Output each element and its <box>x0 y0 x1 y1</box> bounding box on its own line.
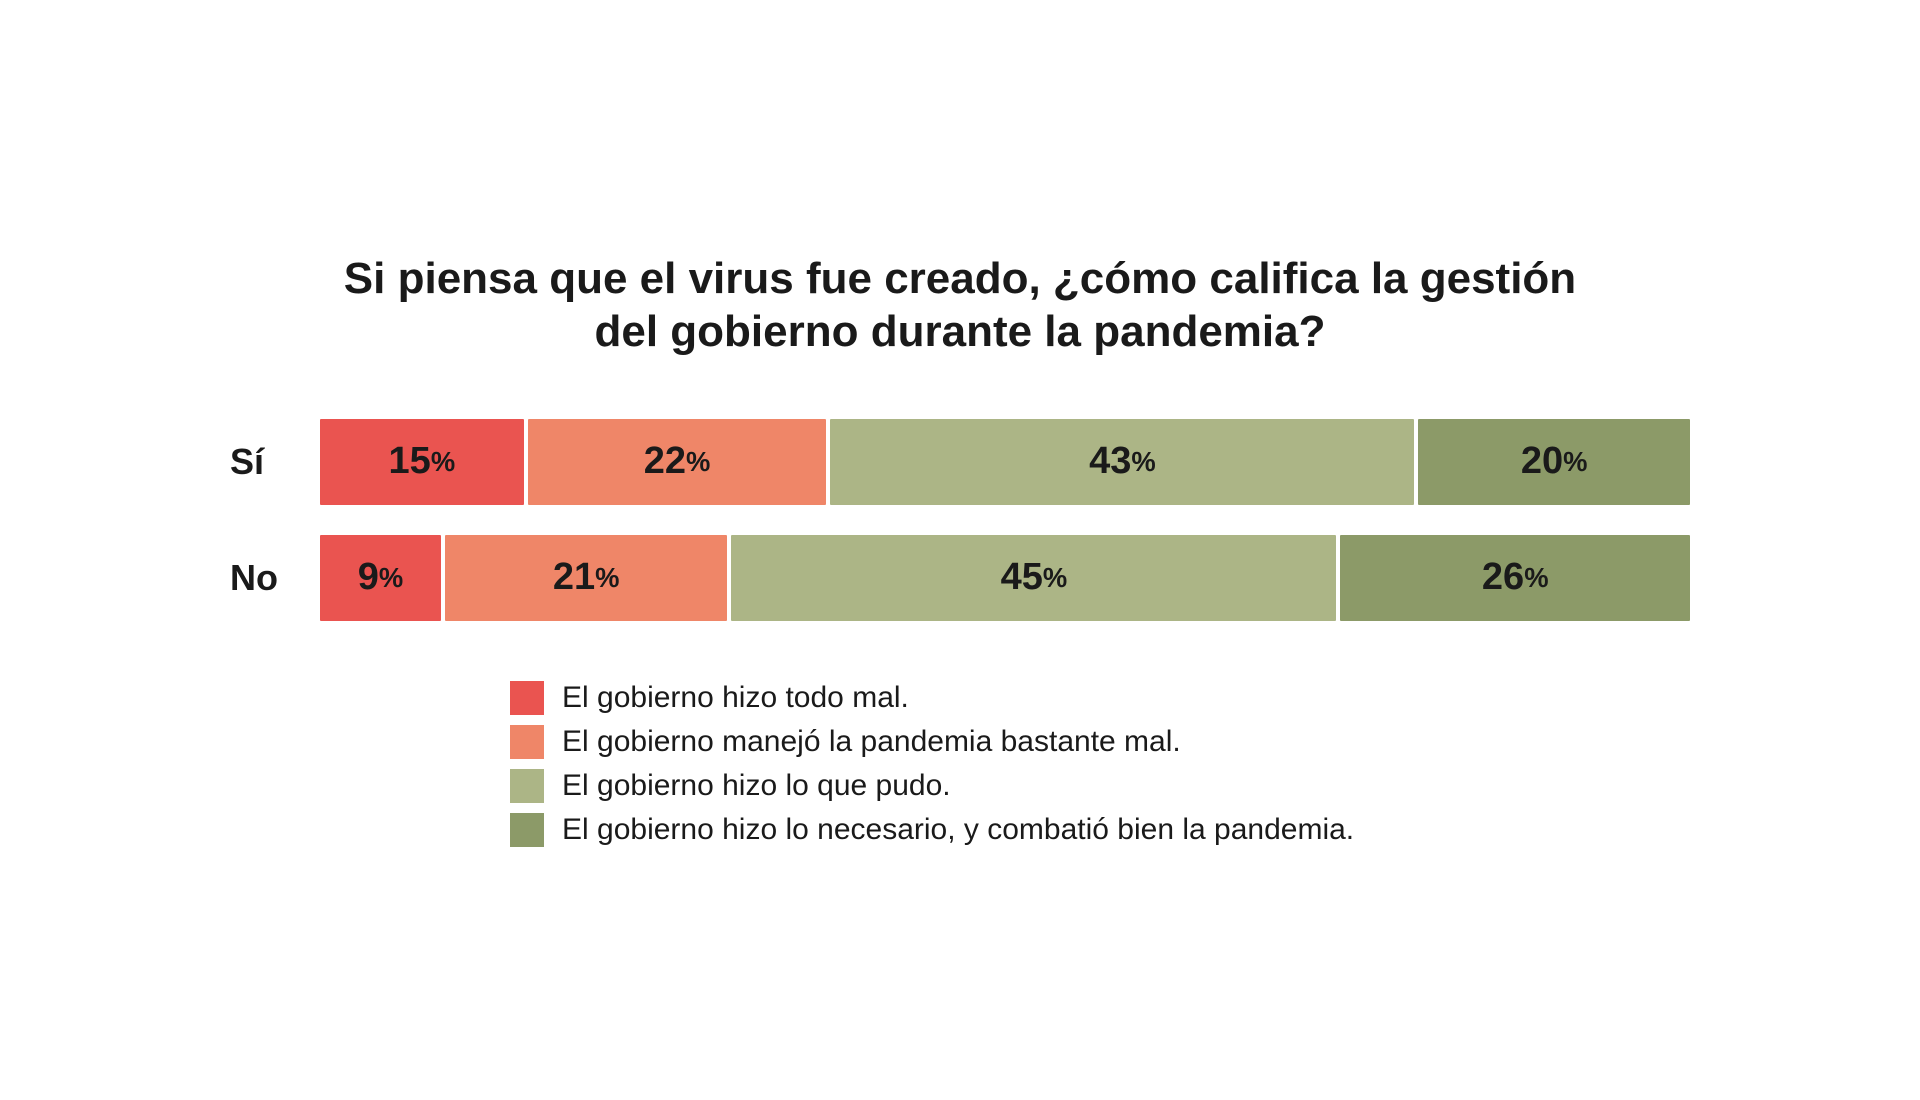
segment-value: 45 <box>1001 556 1043 599</box>
percent-sign: % <box>595 562 619 594</box>
bar-segment: 15% <box>320 419 524 505</box>
chart-title: Si piensa que el virus fue creado, ¿cómo… <box>230 253 1690 359</box>
legend: El gobierno hizo todo mal. El gobierno m… <box>230 681 1690 847</box>
row-label: No <box>230 557 320 599</box>
legend-label: El gobierno hizo lo necesario, y combati… <box>562 813 1354 847</box>
legend-swatch <box>510 725 544 759</box>
legend-item: El gobierno hizo todo mal. <box>510 681 1690 715</box>
legend-item: El gobierno hizo lo que pudo. <box>510 769 1690 803</box>
percent-sign: % <box>1563 446 1587 478</box>
percent-sign: % <box>431 446 455 478</box>
segment-value: 9 <box>358 556 379 599</box>
percent-sign: % <box>1043 562 1067 594</box>
bar-segment: 22% <box>528 419 827 505</box>
legend-swatch <box>510 681 544 715</box>
segment-value: 43 <box>1089 440 1131 483</box>
bars-area: Sí 15% 22% 43% 20% No 9% 21% 45% 26% <box>230 419 1690 621</box>
legend-label: El gobierno hizo lo que pudo. <box>562 769 951 803</box>
bar-segment: 43% <box>830 419 1414 505</box>
bar-segment: 9% <box>320 535 441 621</box>
segment-value: 22 <box>644 440 686 483</box>
legend-item: El gobierno hizo lo necesario, y combati… <box>510 813 1690 847</box>
bar-track: 9% 21% 45% 26% <box>320 535 1690 621</box>
bar-segment: 21% <box>445 535 727 621</box>
percent-sign: % <box>1131 446 1155 478</box>
segment-value: 26 <box>1482 556 1524 599</box>
legend-swatch <box>510 813 544 847</box>
percent-sign: % <box>379 562 403 594</box>
bar-row: Sí 15% 22% 43% 20% <box>230 419 1690 505</box>
bar-segment: 26% <box>1340 535 1690 621</box>
legend-label: El gobierno hizo todo mal. <box>562 681 909 715</box>
percent-sign: % <box>1524 562 1548 594</box>
bar-track: 15% 22% 43% 20% <box>320 419 1690 505</box>
segment-value: 20 <box>1521 440 1563 483</box>
segment-value: 21 <box>553 556 595 599</box>
percent-sign: % <box>686 446 710 478</box>
chart-container: Si piensa que el virus fue creado, ¿cómo… <box>210 213 1710 887</box>
row-label: Sí <box>230 441 320 483</box>
segment-value: 15 <box>389 440 431 483</box>
bar-segment: 45% <box>731 535 1336 621</box>
bar-row: No 9% 21% 45% 26% <box>230 535 1690 621</box>
legend-swatch <box>510 769 544 803</box>
legend-item: El gobierno manejó la pandemia bastante … <box>510 725 1690 759</box>
legend-label: El gobierno manejó la pandemia bastante … <box>562 725 1181 759</box>
bar-segment: 20% <box>1418 419 1690 505</box>
